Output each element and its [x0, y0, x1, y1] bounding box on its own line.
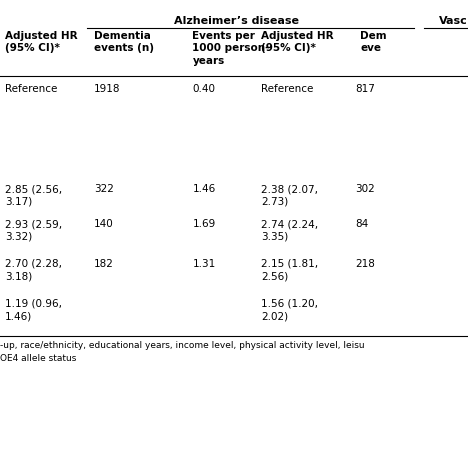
- Text: 1.31: 1.31: [192, 259, 216, 269]
- Text: Alzheimer’s disease: Alzheimer’s disease: [174, 16, 299, 26]
- Text: Adjusted HR
(95% CI)*: Adjusted HR (95% CI)*: [5, 31, 78, 54]
- Text: Reference: Reference: [5, 84, 57, 94]
- Text: 2.15 (1.81,
2.56): 2.15 (1.81, 2.56): [262, 259, 319, 282]
- Text: Adjusted HR
(95% CI)*: Adjusted HR (95% CI)*: [262, 31, 334, 54]
- Text: -up, race/ethnicity, educational years, income level, physical activity level, l: -up, race/ethnicity, educational years, …: [0, 341, 365, 350]
- Text: OE4 allele status: OE4 allele status: [0, 354, 76, 363]
- Text: 1.56 (1.20,
2.02): 1.56 (1.20, 2.02): [262, 299, 319, 321]
- Text: 218: 218: [355, 259, 375, 269]
- Text: 182: 182: [94, 259, 114, 269]
- Text: 302: 302: [355, 184, 375, 194]
- Text: 140: 140: [94, 219, 113, 229]
- Text: 2.93 (2.59,
3.32): 2.93 (2.59, 3.32): [5, 219, 62, 241]
- Text: 817: 817: [355, 84, 375, 94]
- Text: 2.85 (2.56,
3.17): 2.85 (2.56, 3.17): [5, 184, 62, 206]
- Text: Events per
1000 person-
years: Events per 1000 person- years: [192, 31, 270, 66]
- Text: Vasc: Vasc: [439, 16, 468, 26]
- Text: Reference: Reference: [262, 84, 314, 94]
- Text: 2.74 (2.24,
3.35): 2.74 (2.24, 3.35): [262, 219, 319, 241]
- Text: 1.69: 1.69: [192, 219, 216, 229]
- Text: 322: 322: [94, 184, 114, 194]
- Text: Dementia
events (n): Dementia events (n): [94, 31, 154, 54]
- Text: Dem
eve: Dem eve: [360, 31, 387, 54]
- Text: 0.40: 0.40: [192, 84, 215, 94]
- Text: 2.70 (2.28,
3.18): 2.70 (2.28, 3.18): [5, 259, 62, 282]
- Text: 1.19 (0.96,
1.46): 1.19 (0.96, 1.46): [5, 299, 62, 321]
- Text: 1918: 1918: [94, 84, 120, 94]
- Text: 1.46: 1.46: [192, 184, 216, 194]
- Text: 2.38 (2.07,
2.73): 2.38 (2.07, 2.73): [262, 184, 319, 206]
- Text: 84: 84: [355, 219, 368, 229]
